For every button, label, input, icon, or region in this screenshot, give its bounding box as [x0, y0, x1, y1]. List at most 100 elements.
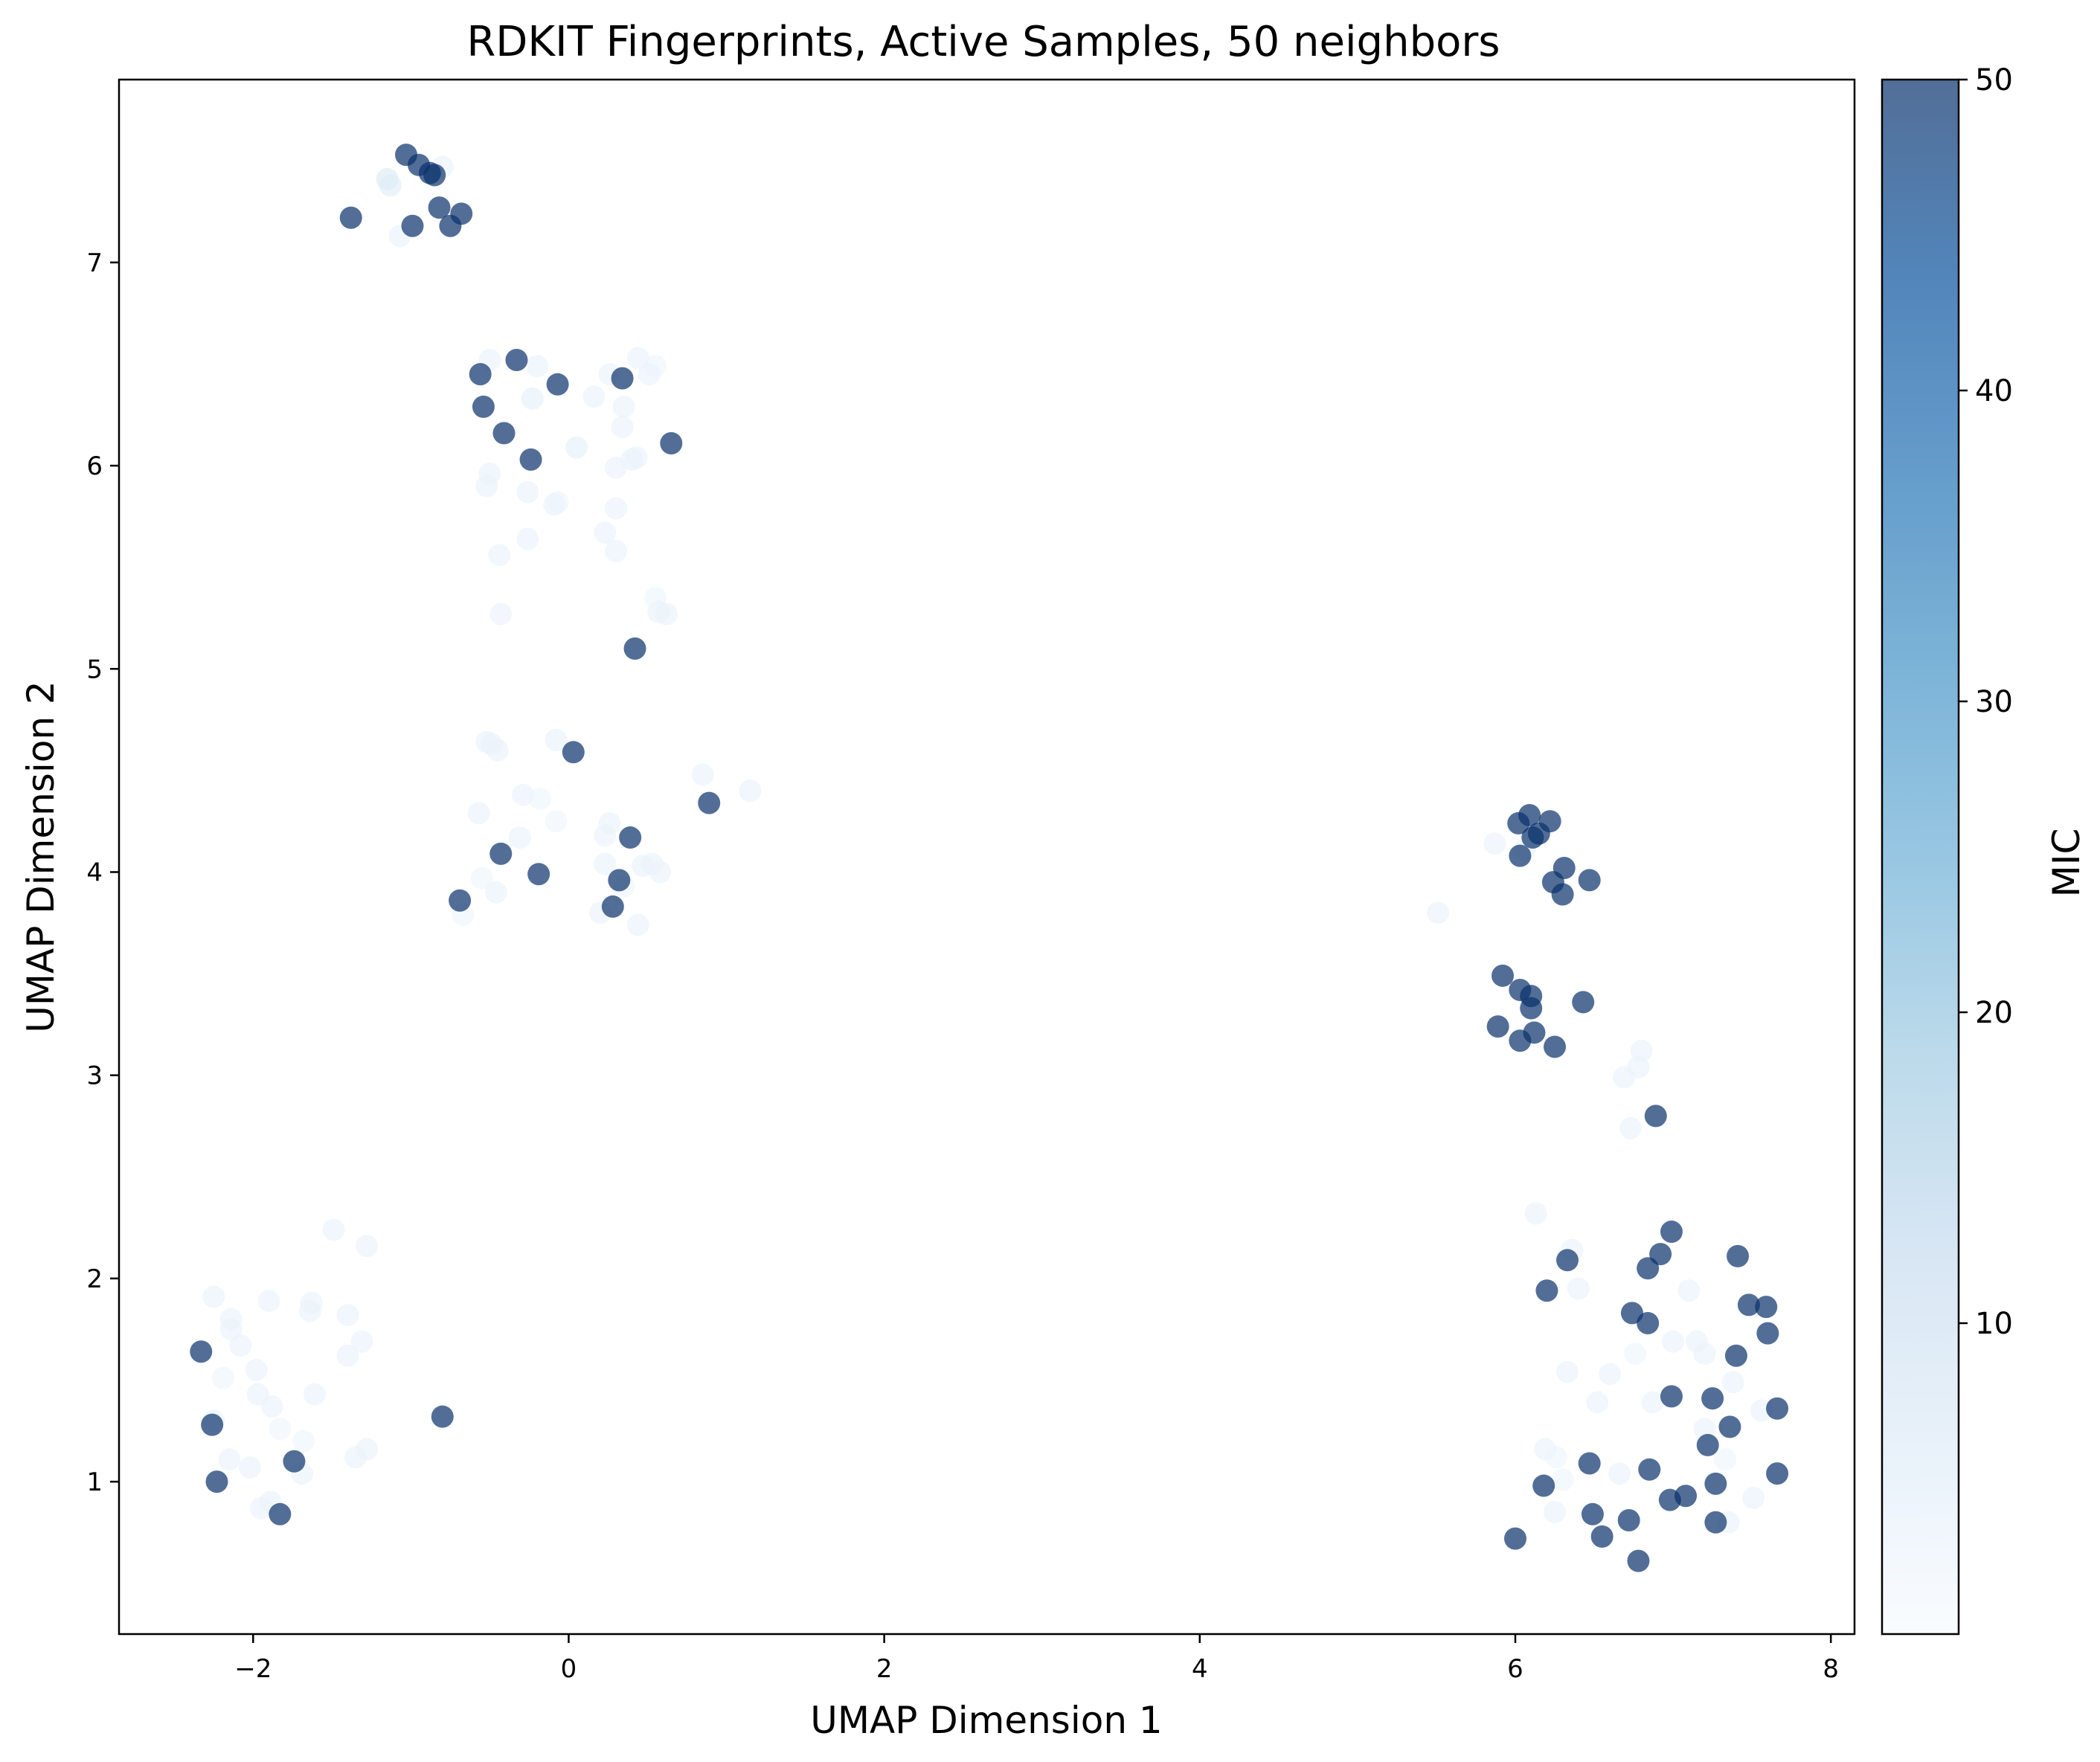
y-tick-label: 4: [86, 858, 103, 887]
colorbar-tick-label: 40: [1975, 374, 2013, 408]
scatter-point: [202, 1285, 225, 1308]
scatter-point: [623, 637, 646, 660]
scatter-point: [691, 763, 714, 786]
scatter-point: [529, 788, 552, 811]
scatter-point: [594, 824, 617, 847]
scatter-point: [489, 602, 513, 626]
scatter-point: [219, 1318, 243, 1341]
scatter-point: [1662, 1330, 1685, 1353]
scatter-point: [205, 1470, 228, 1493]
scatter-point: [487, 739, 510, 762]
colorbar-tick-label: 10: [1975, 1307, 2013, 1341]
scatter-point: [475, 475, 498, 498]
scatter-point: [1704, 1472, 1727, 1495]
scatter-point: [218, 1448, 241, 1471]
scatter-point: [492, 422, 516, 445]
y-tick-label: 7: [86, 248, 103, 278]
scatter-point: [1427, 901, 1450, 925]
scatter-point: [1721, 1371, 1744, 1394]
scatter-point: [1624, 1342, 1647, 1365]
scatter-point: [1483, 832, 1506, 855]
scatter-point: [257, 1289, 280, 1312]
scatter-point: [1578, 869, 1601, 892]
x-tick-label: 4: [1192, 1654, 1208, 1684]
scatter-point: [1704, 1511, 1727, 1534]
scatter-point: [1555, 1360, 1579, 1383]
scatter-point: [1590, 1525, 1613, 1548]
scatter-point: [1567, 1277, 1590, 1300]
scatter-point: [605, 539, 628, 562]
scatter-point: [516, 527, 539, 550]
scatter-point: [1581, 1502, 1604, 1525]
scatter-point: [612, 395, 635, 418]
y-axis: 1 2 3 4 5 6 7: [86, 248, 119, 1497]
scatter-point: [428, 196, 451, 219]
scatter-point: [229, 1334, 252, 1357]
scatter-point: [1534, 1438, 1557, 1461]
scatter-point: [423, 164, 446, 187]
scatter-point: [660, 432, 683, 455]
x-axis-label: UMAP Dimension 1: [810, 1699, 1162, 1742]
scatter-point: [350, 1330, 373, 1353]
scatter-point: [626, 913, 649, 936]
scatter-point: [1724, 1344, 1747, 1367]
scatter-point: [1509, 1029, 1532, 1052]
scatter-point: [594, 852, 617, 875]
scatter-point: [505, 349, 528, 372]
scatter-point: [269, 1418, 292, 1441]
chart-title: RDKIT Fingerprints, Active Samples, 50 n…: [466, 18, 1500, 66]
scatter-point: [1660, 1385, 1683, 1408]
scatter-point: [376, 167, 399, 190]
scatter-point: [1658, 1488, 1681, 1511]
scatter-point: [1627, 1549, 1650, 1572]
scatter-point: [562, 741, 585, 764]
scatter-point: [1599, 1363, 1622, 1386]
scatter-point: [1617, 1509, 1640, 1532]
scatter-point: [472, 395, 495, 418]
scatter-point: [303, 1383, 326, 1406]
scatter-point: [1766, 1397, 1789, 1420]
scatter-point: [467, 802, 490, 825]
scatter-point: [1544, 1035, 1567, 1058]
scatter-point: [1544, 1501, 1567, 1524]
y-tick-label: 3: [86, 1061, 103, 1091]
scatter-point: [439, 214, 462, 237]
colorbar-label: MIC: [2045, 829, 2088, 898]
scatter-point: [1532, 1474, 1555, 1497]
scatter-point: [1527, 822, 1550, 845]
y-tick-label: 6: [86, 451, 103, 481]
scatter-point: [469, 363, 492, 386]
scatter-point: [1507, 811, 1530, 835]
scatter-point: [594, 521, 617, 544]
x-tick-label: 2: [876, 1654, 893, 1684]
scatter-point: [1520, 997, 1543, 1020]
scatter-point: [655, 602, 678, 626]
scatter-point: [269, 1502, 292, 1525]
scatter-point: [527, 863, 550, 886]
scatter-point: [1620, 1302, 1643, 1325]
scatter-point: [625, 446, 648, 469]
scatter-point: [605, 456, 628, 479]
colorbar-tick-label: 50: [1975, 63, 2013, 97]
scatter-point: [488, 544, 511, 567]
scatter-point: [298, 1299, 321, 1322]
scatter-point: [1742, 1486, 1765, 1509]
scatter-point: [519, 448, 542, 471]
scatter-point: [546, 373, 569, 396]
x-tick-label: 6: [1507, 1654, 1523, 1684]
scatter-point: [565, 436, 588, 459]
scatter-point: [431, 1405, 454, 1428]
scatter-point: [1637, 1257, 1660, 1280]
scatter-point: [698, 791, 721, 814]
points-layer: [190, 144, 1789, 1572]
scatter-point: [1727, 1244, 1750, 1267]
scatter-point: [449, 889, 472, 912]
scatter-point: [1756, 1322, 1779, 1345]
scatter-point: [245, 1358, 268, 1381]
scatter-point: [249, 1496, 272, 1520]
scatter-point: [1755, 1296, 1778, 1319]
colorbar-tick-label: 20: [1975, 996, 2013, 1030]
scatter-point: [401, 214, 424, 237]
scatter-point: [489, 842, 513, 865]
